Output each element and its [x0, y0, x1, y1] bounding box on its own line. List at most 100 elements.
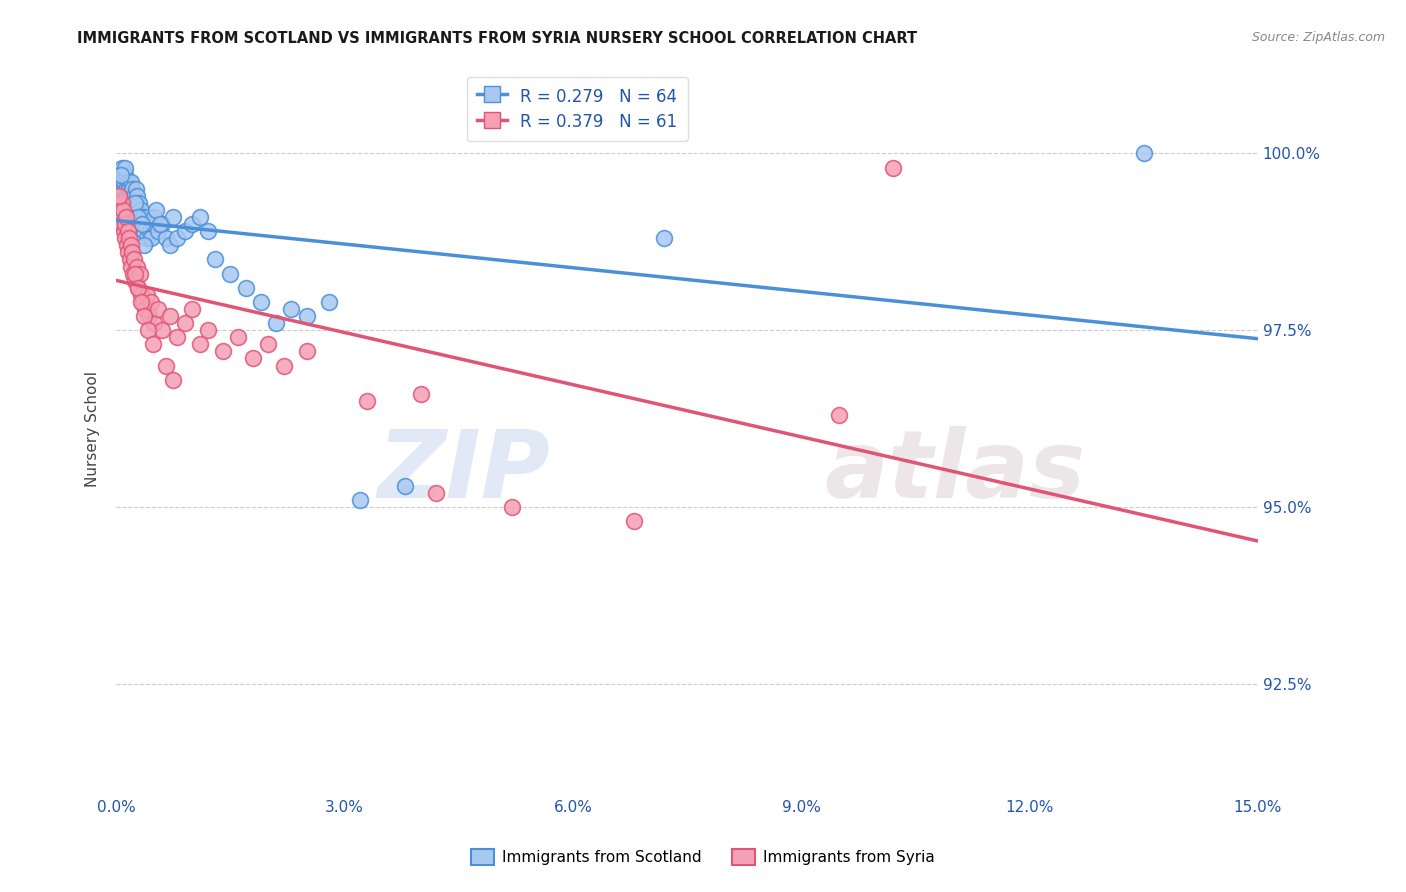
Point	[136, 323, 159, 337]
Point	[118, 252, 141, 267]
Point	[155, 231, 177, 245]
Point	[108, 189, 131, 203]
Point	[127, 202, 149, 217]
Point	[134, 217, 156, 231]
Point	[134, 238, 156, 252]
Point	[828, 408, 851, 422]
Point	[117, 245, 139, 260]
Point	[264, 316, 287, 330]
Point	[145, 202, 167, 217]
Point	[128, 195, 150, 210]
Point	[111, 161, 134, 175]
Point	[129, 202, 152, 217]
Point	[110, 175, 132, 189]
Point	[173, 224, 195, 238]
Point	[226, 330, 249, 344]
Point	[122, 189, 145, 203]
Y-axis label: Nursery School: Nursery School	[86, 371, 100, 487]
Point	[235, 281, 257, 295]
Point	[112, 175, 135, 189]
Point	[181, 217, 204, 231]
Point	[132, 210, 155, 224]
Point	[166, 330, 188, 344]
Legend: Immigrants from Scotland, Immigrants from Syria: Immigrants from Scotland, Immigrants fro…	[465, 843, 941, 871]
Point	[141, 294, 163, 309]
Point	[155, 359, 177, 373]
Point	[125, 260, 148, 274]
Point	[124, 267, 146, 281]
Point	[110, 168, 132, 182]
Point	[121, 245, 143, 260]
Point	[107, 195, 129, 210]
Point	[114, 231, 136, 245]
Point	[128, 267, 150, 281]
Point	[349, 492, 371, 507]
Point	[125, 189, 148, 203]
Point	[188, 337, 211, 351]
Point	[257, 337, 280, 351]
Point	[150, 217, 173, 231]
Point	[127, 281, 149, 295]
Text: atlas: atlas	[824, 426, 1085, 518]
Point	[273, 359, 295, 373]
Point	[143, 316, 166, 330]
Point	[135, 231, 157, 245]
Point	[122, 267, 145, 281]
Point	[159, 238, 181, 252]
Point	[112, 224, 135, 238]
Point	[122, 252, 145, 267]
Point	[112, 182, 135, 196]
Point	[188, 210, 211, 224]
Point	[159, 309, 181, 323]
Point	[131, 288, 153, 302]
Point	[356, 393, 378, 408]
Point	[127, 281, 149, 295]
Point	[121, 182, 143, 196]
Point	[242, 351, 264, 366]
Point	[162, 210, 184, 224]
Point	[121, 260, 143, 274]
Point	[197, 323, 219, 337]
Point	[1132, 146, 1154, 161]
Point	[149, 217, 172, 231]
Point	[204, 252, 226, 267]
Text: ZIP: ZIP	[377, 426, 550, 518]
Point	[211, 344, 233, 359]
Point	[162, 373, 184, 387]
Point	[136, 210, 159, 224]
Point	[132, 309, 155, 323]
Point	[128, 210, 150, 224]
Point	[882, 161, 904, 175]
Point	[110, 195, 132, 210]
Point	[173, 316, 195, 330]
Point	[425, 485, 447, 500]
Point	[146, 224, 169, 238]
Point	[623, 514, 645, 528]
Legend: R = 0.279   N = 64, R = 0.379   N = 61: R = 0.279 N = 64, R = 0.379 N = 61	[467, 77, 688, 141]
Point	[394, 479, 416, 493]
Point	[295, 309, 318, 323]
Point	[181, 301, 204, 316]
Point	[114, 161, 136, 175]
Point	[318, 294, 340, 309]
Point	[115, 182, 138, 196]
Point	[142, 337, 165, 351]
Point	[142, 217, 165, 231]
Point	[166, 231, 188, 245]
Point	[112, 202, 135, 217]
Point	[117, 224, 139, 238]
Point	[120, 175, 142, 189]
Point	[132, 224, 155, 238]
Point	[409, 387, 432, 401]
Point	[124, 274, 146, 288]
Point	[141, 231, 163, 245]
Point	[652, 231, 675, 245]
Point	[501, 500, 523, 514]
Point	[114, 168, 136, 182]
Point	[124, 195, 146, 210]
Point	[115, 210, 138, 224]
Point	[117, 175, 139, 189]
Point	[120, 238, 142, 252]
Point	[124, 195, 146, 210]
Point	[122, 202, 145, 217]
